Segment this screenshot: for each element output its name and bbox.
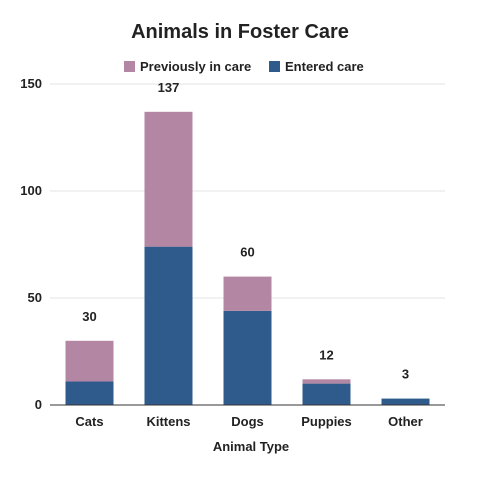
bar-kittens-previously-in-care — [144, 111, 193, 247]
y-tick-label: 50 — [28, 290, 42, 305]
bars — [65, 111, 430, 405]
total-label-kittens: 137 — [158, 80, 180, 95]
bar-puppies-entered-care — [302, 383, 351, 405]
y-axis-ticks: 0 50 100 150 — [20, 76, 42, 412]
bar-dogs-entered-care — [223, 310, 272, 405]
gridlines — [50, 83, 445, 299]
total-label-cats: 30 — [82, 309, 96, 324]
bar-cats-previously-in-care — [65, 340, 114, 382]
legend-swatch-entered-care — [269, 61, 280, 72]
bar-cats-entered-care — [65, 381, 114, 405]
bar-dogs-previously-in-care — [223, 276, 272, 311]
bar-puppies-previously-in-care — [302, 379, 351, 384]
x-axis-label: Animal Type — [213, 439, 289, 454]
legend-label-previously-in-care: Previously in care — [140, 59, 251, 74]
x-axis-ticks: Cats Kittens Dogs Puppies Other — [75, 414, 422, 429]
y-tick-label: 100 — [20, 183, 42, 198]
data-labels: 30 137 60 12 3 — [82, 80, 409, 382]
total-label-other: 3 — [402, 367, 409, 382]
total-label-puppies: 12 — [319, 347, 333, 362]
legend: Previously in care Entered care — [124, 59, 364, 74]
bar-kittens-entered-care — [144, 246, 193, 405]
legend-swatch-previously-in-care — [124, 61, 135, 72]
x-tick-label-other: Other — [388, 414, 423, 429]
y-tick-label: 150 — [20, 76, 42, 91]
chart-title: Animals in Foster Care — [131, 21, 349, 43]
x-tick-label-cats: Cats — [75, 414, 103, 429]
x-tick-label-puppies: Puppies — [301, 414, 352, 429]
legend-label-entered-care: Entered care — [285, 59, 364, 74]
x-tick-label-kittens: Kittens — [146, 414, 190, 429]
y-tick-label: 0 — [35, 397, 42, 412]
total-label-dogs: 60 — [240, 245, 254, 260]
x-tick-label-dogs: Dogs — [231, 414, 264, 429]
bar-other-entered-care — [381, 398, 430, 405]
